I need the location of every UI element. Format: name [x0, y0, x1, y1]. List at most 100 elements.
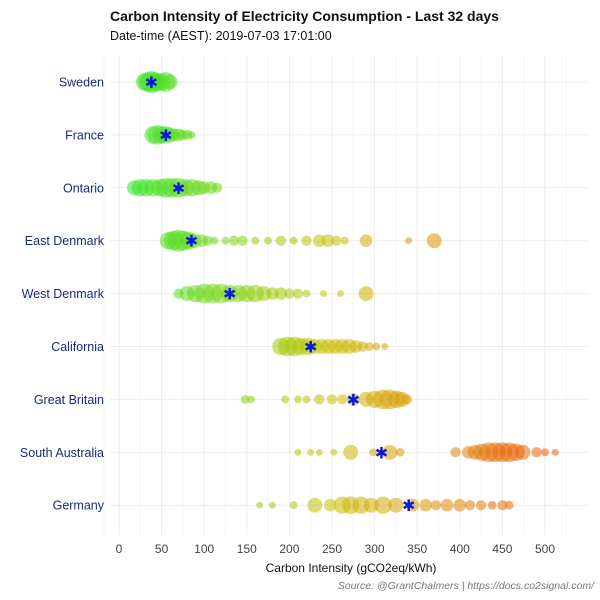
chart-title: Carbon Intensity of Electricity Consumpt… [110, 8, 499, 24]
data-point [292, 288, 304, 299]
data-point [202, 235, 213, 246]
data-point [251, 236, 260, 245]
data-point [381, 343, 389, 350]
data-point [268, 501, 276, 509]
data-point [330, 448, 338, 456]
x-tick-label-300: 300 [365, 542, 385, 556]
points-layer [126, 71, 559, 514]
y-axis-labels: Sweden France Ontario East Denmark West Denm… [20, 76, 105, 513]
data-point [289, 236, 298, 245]
data-point [401, 394, 413, 405]
mean-marker: ✱ [185, 232, 198, 251]
data-point [531, 447, 542, 458]
data-point [406, 498, 420, 512]
data-point [450, 447, 461, 458]
data-point [301, 235, 312, 246]
data-point [331, 235, 342, 246]
data-point [343, 444, 359, 460]
data-point [145, 74, 161, 90]
data-point [221, 236, 230, 245]
data-point [515, 444, 531, 460]
x-tick-label-150: 150 [237, 542, 257, 556]
y-label-east-denmark: East Denmark [25, 234, 105, 248]
x-axis-label: Carbon Intensity (gCO2eq/kWh) [266, 561, 437, 575]
data-point [237, 235, 248, 246]
y-label-california: California [51, 340, 104, 354]
means-layer: ✱ ✱ ✱ ✱ ✱ ✱ ✱ ✱ ✱ [145, 73, 416, 515]
data-point [347, 393, 360, 406]
data-point [323, 498, 337, 512]
data-point [453, 498, 467, 512]
mean-marker: ✱ [172, 179, 185, 198]
x-tick-label-450: 450 [492, 542, 512, 556]
data-point [228, 235, 240, 246]
data-point [430, 500, 442, 511]
data-point [504, 500, 514, 510]
mean-marker: ✱ [223, 285, 236, 304]
data-point [187, 130, 196, 139]
y-label-great-britain: Great Britain [34, 393, 104, 407]
data-point [321, 234, 335, 247]
data-point [302, 289, 311, 298]
mean-marker: ✱ [159, 126, 172, 145]
x-tick-label-100: 100 [194, 542, 214, 556]
y-label-south-australia: South Australia [20, 446, 104, 460]
data-point [274, 287, 288, 300]
data-point [302, 395, 311, 404]
chart-subtitle: Date-time (AEST): 2019-07-03 17:01:00 [110, 29, 332, 43]
x-tick-label-0: 0 [116, 542, 123, 556]
data-point [541, 448, 549, 457]
data-point [487, 500, 497, 510]
data-point [363, 497, 379, 513]
data-point [314, 394, 325, 405]
data-point [247, 395, 256, 404]
data-point [440, 498, 454, 512]
data-point [464, 500, 476, 511]
data-point [358, 286, 374, 302]
data-point [281, 395, 290, 404]
data-point [320, 290, 327, 298]
data-point [284, 288, 295, 299]
data-point [256, 501, 264, 509]
x-axis-ticks: 0 50 100 150 200 250 300 350 400 450 500 [116, 542, 556, 556]
caption: Source: @GrantChalmers | https://docs.co… [338, 580, 595, 592]
data-point [551, 448, 559, 456]
y-label-france: France [65, 128, 104, 142]
data-point [240, 394, 250, 404]
data-point [475, 500, 487, 511]
data-point [210, 236, 219, 245]
data-point [497, 500, 508, 511]
data-point [294, 448, 302, 456]
data-point [419, 498, 433, 512]
data-point [211, 182, 223, 193]
x-tick-label-500: 500 [535, 542, 555, 556]
data-point [337, 394, 348, 405]
x-tick-label-350: 350 [407, 542, 427, 556]
data-point [382, 444, 398, 460]
x-tick-label-250: 250 [322, 542, 342, 556]
data-point [275, 235, 287, 246]
x-tick-label-400: 400 [450, 542, 470, 556]
data-point [264, 236, 273, 245]
data-point [365, 342, 374, 351]
y-label-west-denmark: West Denmark [22, 287, 105, 301]
data-point [395, 447, 405, 457]
y-label-sweden: Sweden [59, 76, 104, 90]
data-point [337, 290, 344, 298]
y-label-ontario: Ontario [63, 181, 104, 195]
y-label-germany: Germany [53, 499, 105, 513]
data-point [368, 448, 377, 457]
data-point [293, 395, 302, 404]
x-tick-label-200: 200 [279, 542, 299, 556]
mean-marker: ✱ [402, 496, 415, 515]
data-point [405, 237, 413, 245]
data-point [162, 74, 178, 90]
data-point [357, 341, 368, 352]
mean-marker: ✱ [145, 73, 158, 92]
data-point [388, 497, 404, 513]
data-point [374, 496, 392, 514]
data-point [326, 394, 338, 405]
data-point [307, 497, 323, 513]
